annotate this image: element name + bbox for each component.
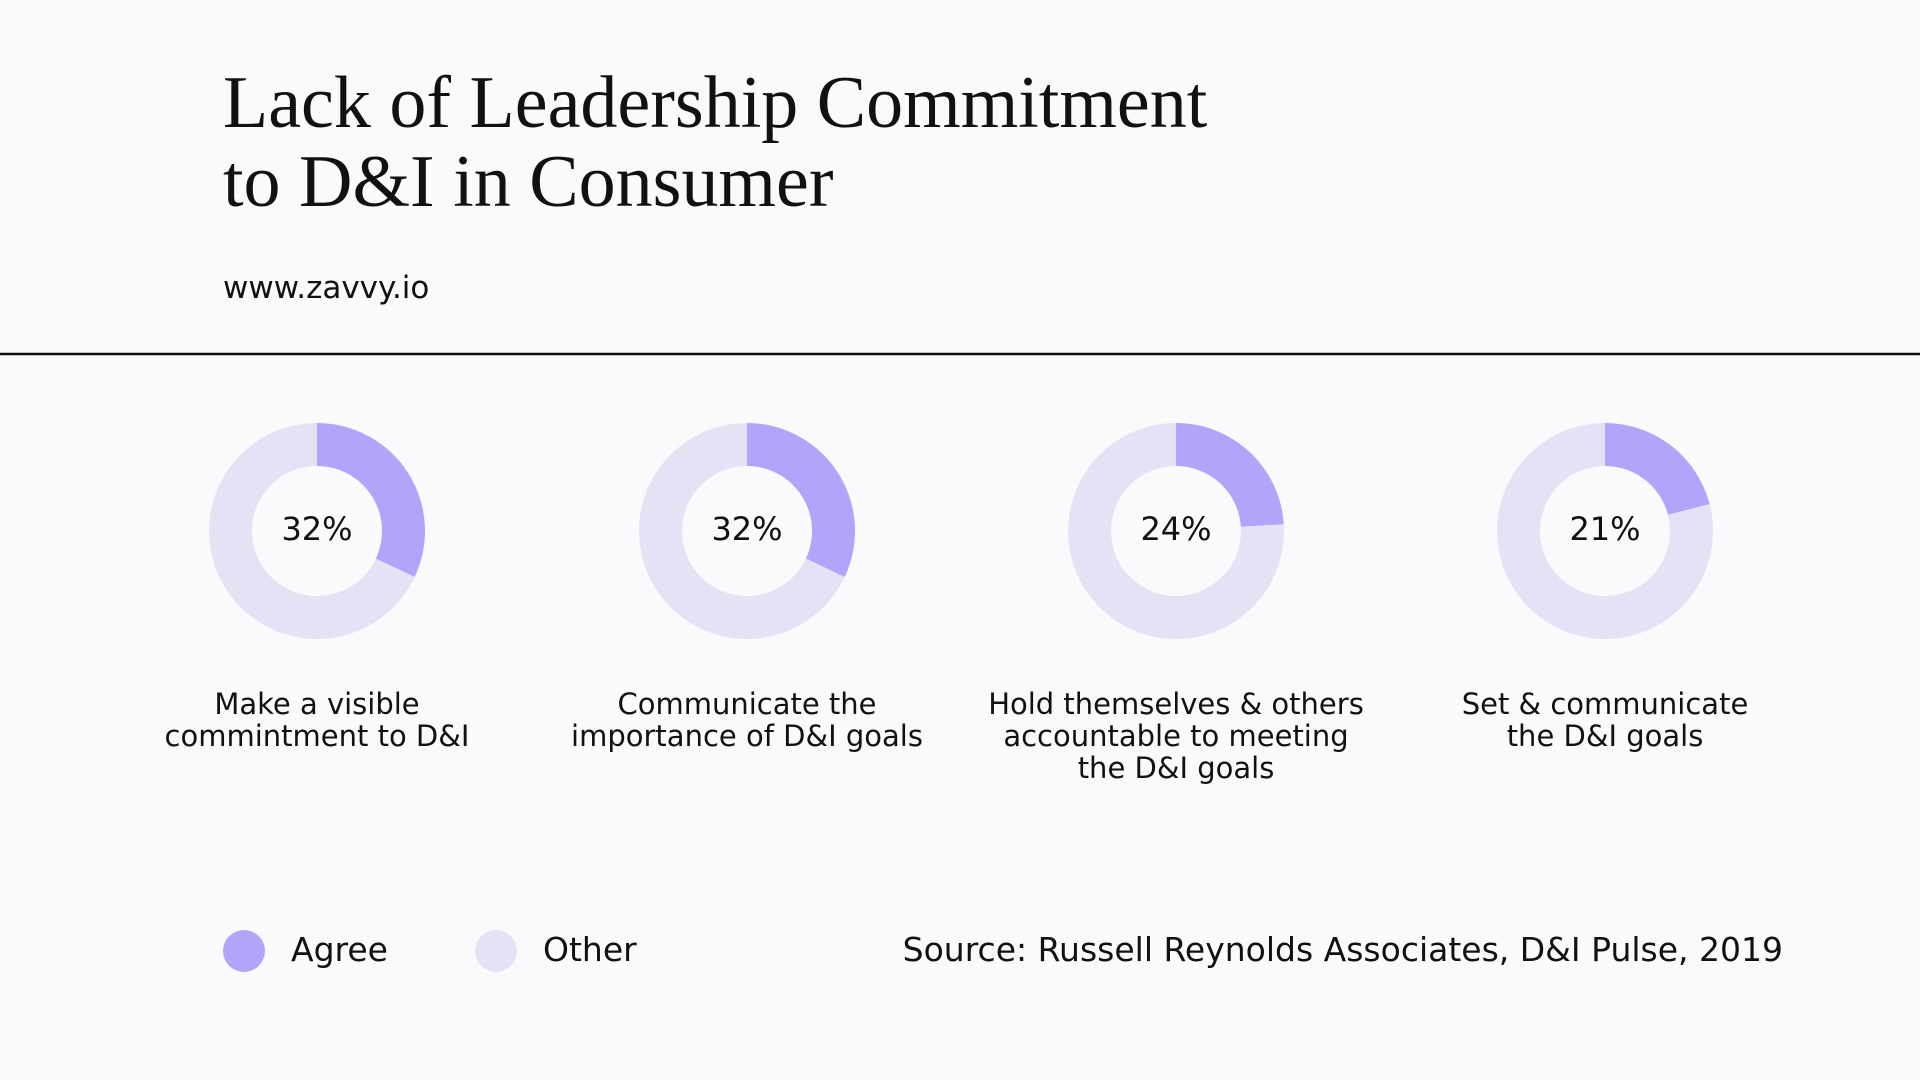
value-label: 32% [711,510,782,548]
chart-title: Lack of Leadership Commitment to D&I in C… [223,62,1208,223]
category-label: Set & communicate the D&I goals [1462,687,1749,753]
category-label: Make a visible commintment to D&I [165,687,470,753]
source: Source: Russell Reynolds Associates, D&I… [903,930,1783,969]
value-label: 21% [1569,510,1640,548]
donut-segment [1605,423,1710,515]
donut-segment [1496,423,1713,639]
donut-segment [1176,423,1284,527]
donut-segment [317,423,425,577]
donut-segment [208,423,415,639]
subtitle: www.zavvy.io [223,270,429,306]
value-label: 24% [1140,510,1211,548]
legend-swatch [223,930,265,972]
legend-label: Other [543,930,637,969]
donut-segment [639,423,845,639]
value-label: 32% [281,510,352,548]
donut-segment [1068,423,1284,639]
category-label: Communicate the importance of D&I goals [571,687,923,753]
donut-segment [747,422,855,577]
category-label: Hold themselves & others accountable to m… [988,687,1364,785]
legend-swatch [475,930,517,972]
legend-label: Agree [291,930,388,969]
